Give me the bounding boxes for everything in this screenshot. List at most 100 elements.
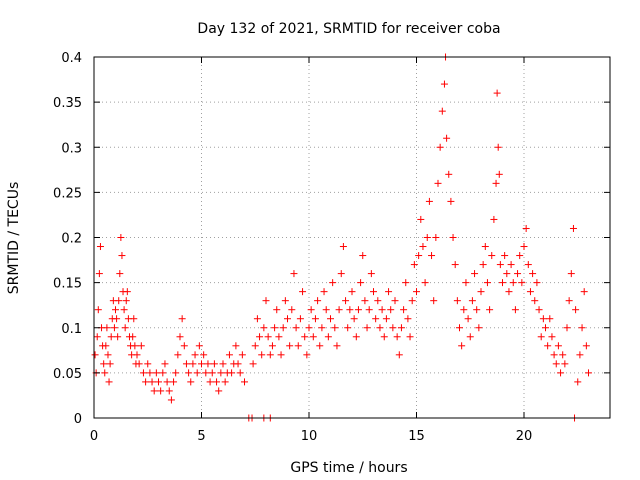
data-point — [445, 170, 453, 178]
data-point — [155, 378, 162, 386]
data-points — [91, 53, 592, 422]
data-point — [479, 261, 487, 269]
data-point — [251, 342, 259, 350]
data-point — [432, 234, 440, 241]
data-point — [335, 306, 343, 314]
axis-tick-labels: 0 5 10 15 20 0 0.05 0.1 0.15 0.2 0.25 0.3 0.35 0.4 — [53, 51, 532, 444]
data-point — [514, 270, 522, 278]
data-point — [395, 351, 403, 359]
data-point — [546, 315, 554, 323]
data-point — [333, 342, 341, 350]
data-point — [318, 324, 326, 332]
data-point — [494, 143, 502, 151]
data-point — [397, 324, 405, 332]
grid-lines — [94, 57, 610, 418]
data-point — [516, 252, 524, 260]
data-point — [520, 243, 528, 251]
data-point — [511, 306, 519, 314]
data-point — [122, 297, 130, 305]
data-point — [402, 279, 410, 287]
data-point — [464, 315, 472, 323]
data-point — [440, 80, 448, 88]
data-point — [389, 324, 397, 332]
data-point — [524, 261, 532, 269]
data-point — [236, 369, 244, 377]
data-point — [404, 315, 412, 323]
data-point — [443, 134, 451, 142]
data-point — [522, 224, 530, 232]
data-point — [357, 279, 365, 287]
data-point — [228, 369, 236, 377]
data-point — [475, 324, 483, 332]
data-point — [275, 333, 283, 341]
data-point — [526, 288, 534, 296]
data-point — [391, 297, 399, 305]
data-point — [301, 333, 309, 341]
data-point — [531, 297, 539, 305]
data-point — [185, 369, 193, 377]
data-point — [557, 369, 565, 377]
data-point — [350, 315, 358, 323]
data-point — [204, 360, 212, 368]
data-point — [499, 279, 506, 287]
data-point — [256, 333, 264, 341]
data-point — [303, 351, 311, 359]
data-point — [217, 369, 225, 377]
data-point — [415, 252, 423, 260]
data-point — [453, 297, 461, 305]
data-point — [468, 297, 476, 305]
data-point — [490, 215, 498, 223]
data-point — [163, 378, 171, 386]
data-point — [232, 342, 240, 350]
data-point — [354, 306, 362, 314]
data-point — [273, 306, 281, 314]
data-point — [268, 342, 276, 350]
x-tick-label: 10 — [301, 429, 318, 444]
data-point — [361, 297, 369, 305]
data-point — [501, 252, 509, 260]
data-point — [529, 270, 537, 278]
data-point — [477, 288, 485, 296]
data-point — [104, 351, 112, 359]
data-point — [471, 270, 479, 278]
data-point — [348, 288, 356, 296]
data-point — [100, 360, 108, 368]
data-point — [438, 107, 446, 115]
data-point — [187, 378, 195, 386]
data-point — [157, 387, 165, 395]
data-point — [198, 360, 205, 368]
data-point — [288, 306, 296, 314]
data-point — [150, 387, 158, 395]
data-point — [215, 387, 223, 395]
data-point — [466, 333, 474, 341]
data-point — [105, 378, 113, 386]
y-axis-label: SRMTID / TECUs — [6, 182, 22, 295]
data-point — [456, 324, 463, 332]
data-point — [492, 179, 500, 187]
data-point — [95, 270, 103, 278]
y-tick-label: 0.1 — [61, 322, 82, 337]
data-point — [342, 297, 350, 305]
data-point — [305, 324, 313, 332]
data-point — [152, 369, 160, 377]
data-point — [284, 315, 291, 323]
data-point — [221, 378, 229, 386]
data-point — [434, 179, 442, 187]
data-point — [436, 143, 444, 151]
data-point — [299, 288, 307, 296]
data-point — [496, 261, 504, 269]
x-tick-label: 0 — [90, 429, 98, 444]
data-point — [281, 297, 289, 305]
data-point — [290, 270, 298, 278]
data-point — [118, 252, 126, 260]
data-point — [262, 297, 270, 305]
data-point — [146, 369, 154, 377]
data-point — [582, 342, 590, 350]
data-point — [170, 378, 178, 386]
data-point — [225, 351, 233, 359]
data-point — [337, 270, 345, 278]
data-point — [253, 315, 261, 323]
x-axis-label: GPS time / hours — [290, 460, 407, 476]
data-point — [174, 351, 182, 359]
data-point — [380, 333, 388, 341]
